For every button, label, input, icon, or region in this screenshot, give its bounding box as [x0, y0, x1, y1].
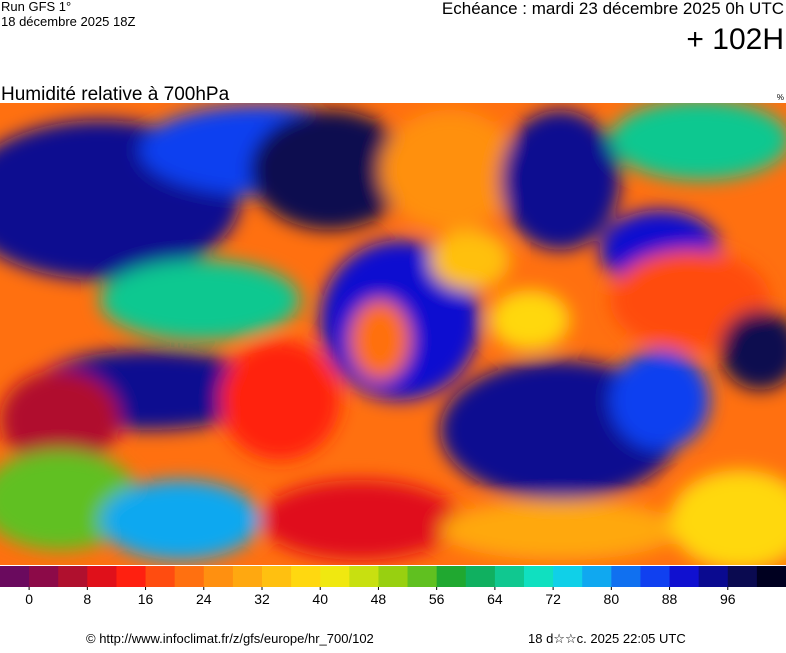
color-swatch: [174, 566, 205, 587]
colorbar: 0 8 16 24 32 40 48 56 64 72 80 88 96: [0, 566, 786, 607]
tick-label: 56: [429, 591, 445, 607]
color-swatch: [494, 566, 525, 587]
color-swatch: [611, 566, 641, 587]
color-swatch: [436, 566, 467, 587]
tick-label: 64: [487, 591, 503, 607]
map-title: Humidité relative à 700hPa: [1, 84, 230, 105]
color-swatch: [320, 566, 350, 587]
color-swatch: [553, 566, 583, 587]
color-swatch: [756, 566, 786, 587]
color-swatch: [698, 566, 729, 587]
source-url: © http://www.infoclimat.fr/z/gfs/europe/…: [86, 631, 374, 646]
color-swatch: [407, 566, 438, 587]
tick-label: 24: [196, 591, 212, 607]
color-swatch: [232, 566, 263, 587]
tick-label: 80: [604, 591, 620, 607]
tick-label: 8: [83, 591, 91, 607]
tick-label: 16: [138, 591, 154, 607]
color-swatch: [640, 566, 671, 587]
color-swatch: [29, 566, 59, 587]
color-swatch: [524, 566, 554, 587]
unit: %: [777, 93, 784, 102]
color-swatch: [465, 566, 496, 587]
tick-label: 40: [312, 591, 328, 607]
color-swatch: [669, 566, 700, 587]
color-swatch: [291, 566, 321, 587]
color-swatch: [58, 566, 88, 587]
color-swatch: [582, 566, 612, 587]
run-date: 18 décembre 2025 18Z: [1, 14, 135, 29]
run-label: Run GFS 1°: [1, 0, 71, 14]
color-swatch: [145, 566, 176, 587]
color-swatch: [116, 566, 147, 587]
color-swatch: [727, 566, 758, 587]
color-swatch: [0, 566, 30, 587]
timestamp: 18 d☆☆c. 2025 22:05 UTC: [528, 631, 686, 646]
forecast-time: Echéance : mardi 23 décembre 2025 0h UTC: [442, 0, 784, 18]
tick-label: 88: [662, 591, 678, 607]
lead-time: + 102H: [686, 23, 784, 56]
tick-label: 0: [25, 591, 33, 607]
tick-label: 96: [720, 591, 736, 607]
color-swatch: [262, 566, 292, 587]
color-swatch: [349, 566, 379, 587]
tick-label: 32: [254, 591, 270, 607]
color-swatch: [87, 566, 117, 587]
color-swatch: [378, 566, 409, 587]
humidity-map: [0, 103, 786, 565]
tick-label: 72: [545, 591, 561, 607]
color-swatch: [203, 566, 234, 587]
tick-label: 48: [371, 591, 387, 607]
